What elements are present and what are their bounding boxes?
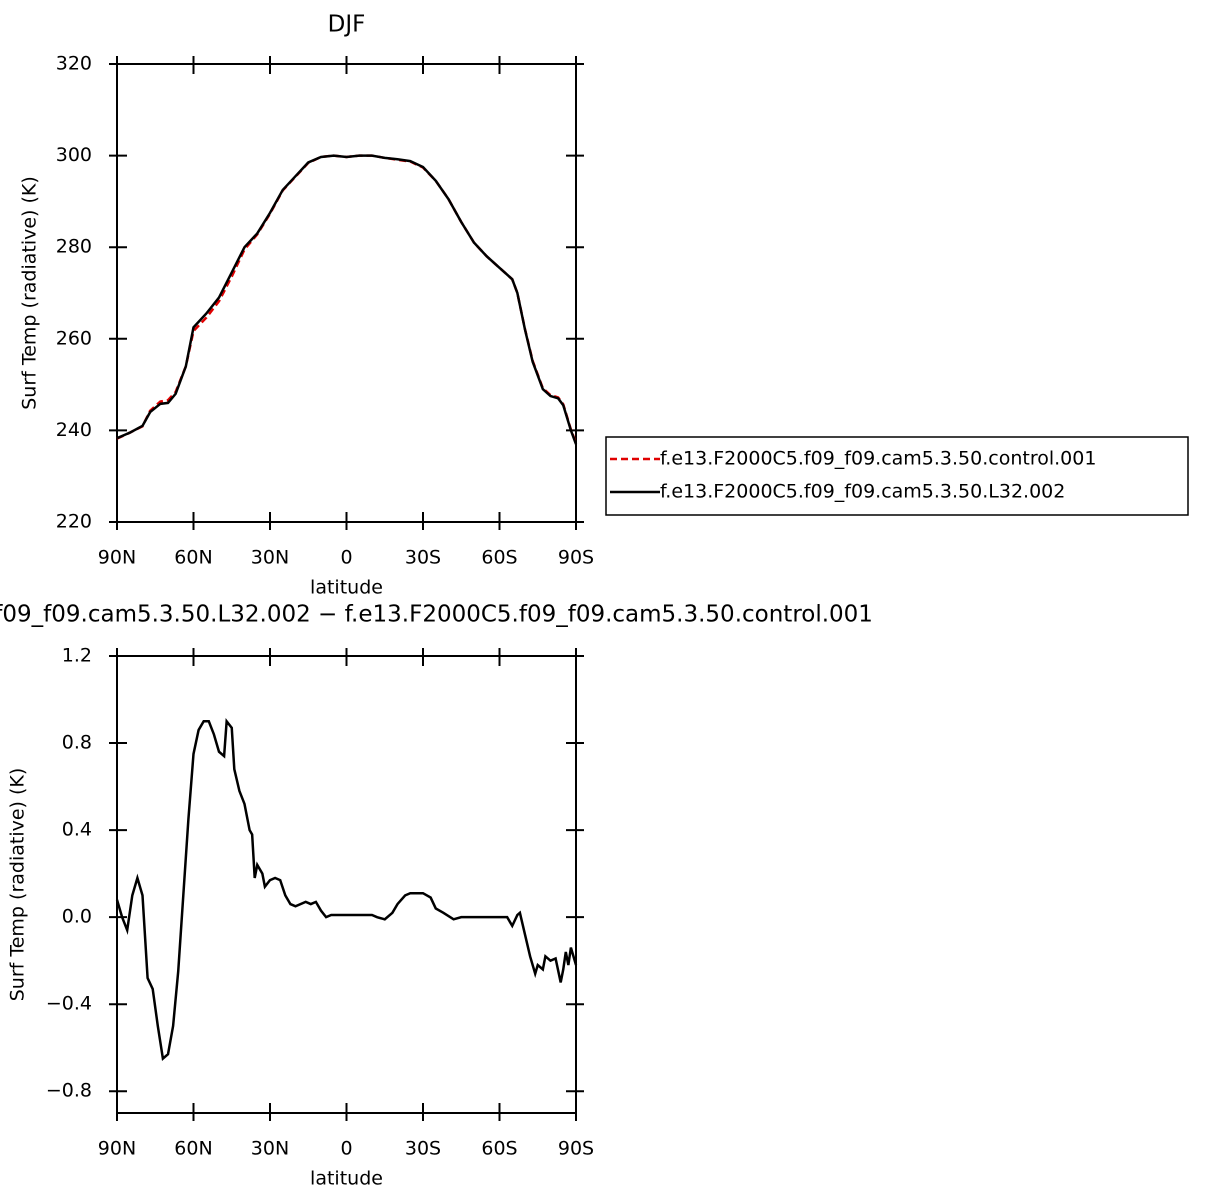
x-axis-label: latitude <box>310 577 383 599</box>
y-tick-label: 260 <box>56 327 92 349</box>
x-tick-label: 60S <box>481 547 517 569</box>
chart-title: f.e13.F2000C5.f09_f09.cam5.3.50.L32.002 … <box>0 602 873 628</box>
y-tick-label: 300 <box>56 144 92 166</box>
data-line <box>115 717 578 1062</box>
x-tick-label: 90N <box>98 1138 136 1160</box>
x-tick-label: 60N <box>174 1138 212 1160</box>
y-tick-label: −0.4 <box>46 993 92 1015</box>
x-tick-label: 60N <box>174 547 212 569</box>
x-tick-label: 30S <box>405 547 441 569</box>
y-tick-label: 1.2 <box>62 645 92 667</box>
y-axis-label: Surf Temp (radiative) (K) <box>19 176 41 410</box>
chart-title: DJF <box>328 12 366 38</box>
x-tick-label: 30N <box>251 1138 289 1160</box>
x-tick-label: 90S <box>558 547 594 569</box>
legend-box <box>605 436 1189 516</box>
y-tick-label: 220 <box>56 511 92 533</box>
y-tick-label: 0.4 <box>62 819 92 841</box>
y-tick-label: 240 <box>56 419 92 441</box>
legend-label: f.e13.F2000C5.f09_f09.cam5.3.50.L32.002 <box>660 481 1065 503</box>
x-tick-label: 30N <box>251 547 289 569</box>
x-tick-label: 90S <box>558 1138 594 1160</box>
y-tick-label: 0.8 <box>62 732 92 754</box>
y-tick-label: 320 <box>56 53 92 75</box>
x-tick-label: 0 <box>340 547 352 569</box>
x-tick-label: 30S <box>405 1138 441 1160</box>
legend-label: f.e13.F2000C5.f09_f09.cam5.3.50.control.… <box>660 448 1096 470</box>
data-line <box>116 154 578 445</box>
x-tick-label: 0 <box>340 1138 352 1160</box>
y-tick-label: 0.0 <box>62 906 92 928</box>
y-tick-label: 280 <box>56 236 92 258</box>
y-axis-label: Surf Temp (radiative) (K) <box>7 768 29 1002</box>
x-axis-label: latitude <box>310 1168 383 1190</box>
data-line <box>116 154 578 444</box>
y-tick-label: −0.8 <box>46 1080 92 1102</box>
plot-frame <box>116 63 577 523</box>
plot-frame <box>116 655 577 1114</box>
x-tick-label: 90N <box>98 547 136 569</box>
x-tick-label: 60S <box>481 1138 517 1160</box>
